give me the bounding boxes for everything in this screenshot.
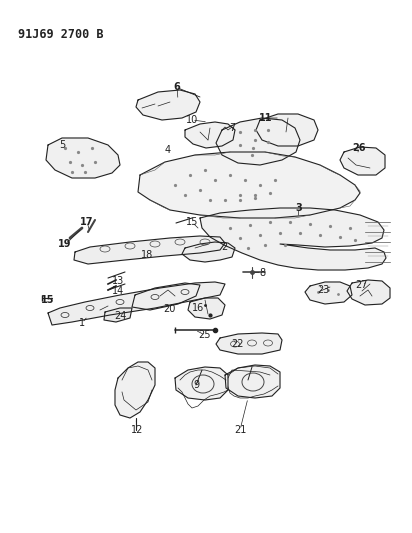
Polygon shape	[115, 362, 155, 418]
Text: 24: 24	[114, 311, 126, 321]
Text: 17: 17	[80, 217, 94, 227]
Polygon shape	[305, 282, 352, 304]
Text: 2: 2	[221, 242, 227, 252]
Polygon shape	[200, 208, 386, 270]
Text: 14: 14	[112, 286, 124, 296]
Polygon shape	[340, 147, 385, 175]
Polygon shape	[48, 282, 225, 325]
Polygon shape	[216, 118, 300, 165]
Polygon shape	[132, 283, 200, 310]
Text: 22: 22	[232, 339, 244, 349]
Polygon shape	[256, 114, 318, 146]
Text: 4: 4	[165, 145, 171, 155]
Text: 7: 7	[229, 123, 235, 133]
Text: 12: 12	[131, 425, 143, 435]
Text: 26: 26	[352, 143, 366, 153]
Text: 25: 25	[199, 330, 211, 340]
Polygon shape	[216, 333, 282, 354]
Text: 1: 1	[79, 318, 85, 328]
Text: 15: 15	[41, 295, 55, 305]
Polygon shape	[46, 138, 120, 178]
Polygon shape	[104, 308, 132, 322]
Text: 20: 20	[163, 304, 175, 314]
Polygon shape	[175, 367, 228, 400]
Text: 10: 10	[186, 115, 198, 125]
Text: 16: 16	[192, 303, 204, 313]
Text: 19: 19	[58, 239, 72, 249]
Polygon shape	[138, 152, 360, 218]
Polygon shape	[188, 298, 225, 319]
Text: 18: 18	[141, 250, 153, 260]
Text: 5: 5	[59, 140, 65, 150]
Polygon shape	[136, 90, 200, 120]
Text: 8: 8	[259, 268, 265, 278]
Text: 3: 3	[296, 203, 302, 213]
Polygon shape	[185, 122, 235, 148]
Text: 13: 13	[112, 276, 124, 286]
Text: 91J69 2700 B: 91J69 2700 B	[18, 28, 103, 41]
Polygon shape	[347, 280, 390, 305]
Text: 27: 27	[356, 280, 368, 290]
Text: 6: 6	[173, 82, 180, 92]
Text: 9: 9	[193, 380, 199, 390]
Text: 23: 23	[317, 285, 329, 295]
Text: 15: 15	[186, 217, 198, 227]
Text: 21: 21	[234, 425, 246, 435]
Polygon shape	[225, 365, 280, 398]
Polygon shape	[74, 236, 225, 264]
Polygon shape	[182, 242, 235, 262]
Text: 11: 11	[259, 113, 273, 123]
